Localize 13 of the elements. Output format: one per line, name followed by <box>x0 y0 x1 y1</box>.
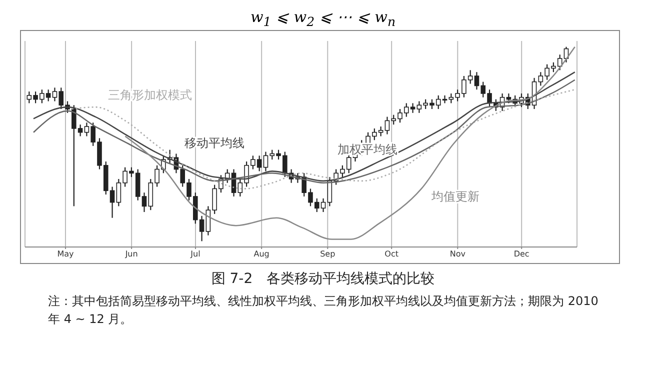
x-tick-label: Jun <box>124 250 138 259</box>
x-tick-label: Dec <box>514 250 530 259</box>
series-label: 三角形加权模式 <box>108 88 192 102</box>
series-label: 移动平均线 <box>184 136 245 150</box>
text: 图 7-2 各类移动平均线模式的比较 <box>210 270 436 288</box>
x-tick-label: May <box>57 250 74 259</box>
x-tick-label: Nov <box>450 250 466 259</box>
text: w$_{1}$ ⩽ w$_{2}$ ⩽ ⋯ ⩽ w$_{n}$ <box>249 8 397 30</box>
x-tick-label: Sep <box>320 250 336 259</box>
text: 注：其中包括简易型移动平均线、线性加权平均线、三角形加权平均线以及均值更新方法；期限为 2010 年 4 ~ 12 月。 <box>48 293 600 328</box>
x-tick-label: Jul <box>190 250 200 259</box>
x-tick-label: Oct <box>384 250 398 259</box>
x-tick-label: Aug <box>254 250 270 259</box>
